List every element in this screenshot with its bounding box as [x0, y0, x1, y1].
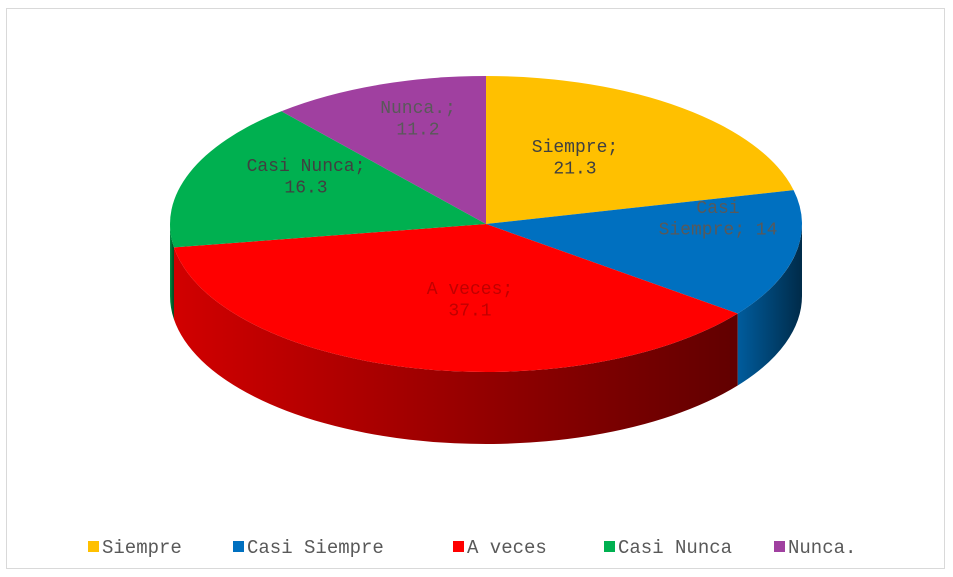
pie-side-a-veces [173, 247, 738, 445]
pie-slice-siempre[interactable] [486, 76, 794, 224]
legend-swatch-casi-nunca [604, 541, 615, 552]
data-label-casi-siempre: Casi Siempre; 14 [659, 199, 778, 241]
pie-slices [170, 76, 802, 373]
legend-swatch-casi-siempre [233, 541, 244, 552]
legend-item-casi-siempre: Casi Siempre [233, 537, 384, 559]
legend-item-nunca: Nunca. [774, 537, 856, 559]
pie-side-casi-nunca [170, 224, 174, 320]
pie-side-casi-siempre [737, 224, 803, 386]
legend-swatch-siempre [88, 541, 99, 552]
legend-label-a-veces: A veces [467, 537, 547, 559]
pie-slice-casi-siempre[interactable] [486, 190, 802, 314]
legend-item-casi-nunca: Casi Nunca [604, 537, 732, 559]
data-label-nunca: Nunca.; 11.2 [380, 99, 456, 141]
legend-swatch-nunca [774, 541, 785, 552]
legend-label-nunca: Nunca. [788, 537, 856, 559]
data-labels: Siempre; 21.3 Casi Siempre; 14 A veces; 37.1 C… [247, 99, 778, 322]
legend-label-siempre: Siempre [102, 537, 182, 559]
pie-slice-casi-nunca[interactable] [170, 111, 487, 248]
pie-slice-a-veces[interactable] [173, 224, 738, 373]
legend-item-a-veces: A veces [453, 537, 547, 559]
legend-swatch-a-veces [453, 541, 464, 552]
data-label-a-veces: A veces; 37.1 [427, 280, 513, 322]
legend-label-casi-nunca: Casi Nunca [618, 537, 732, 559]
legend-item-siempre: Siempre [88, 537, 182, 559]
data-label-siempre: Siempre; 21.3 [532, 138, 618, 180]
pie-slice-nunca[interactable] [281, 76, 486, 224]
pie-sides [170, 224, 803, 445]
legend: Siempre Casi Siempre A veces Casi Nunca Nunc… [88, 537, 856, 559]
data-label-casi-nunca: Casi Nunca; 16.3 [247, 157, 366, 199]
legend-label-casi-siempre: Casi Siempre [247, 537, 384, 559]
